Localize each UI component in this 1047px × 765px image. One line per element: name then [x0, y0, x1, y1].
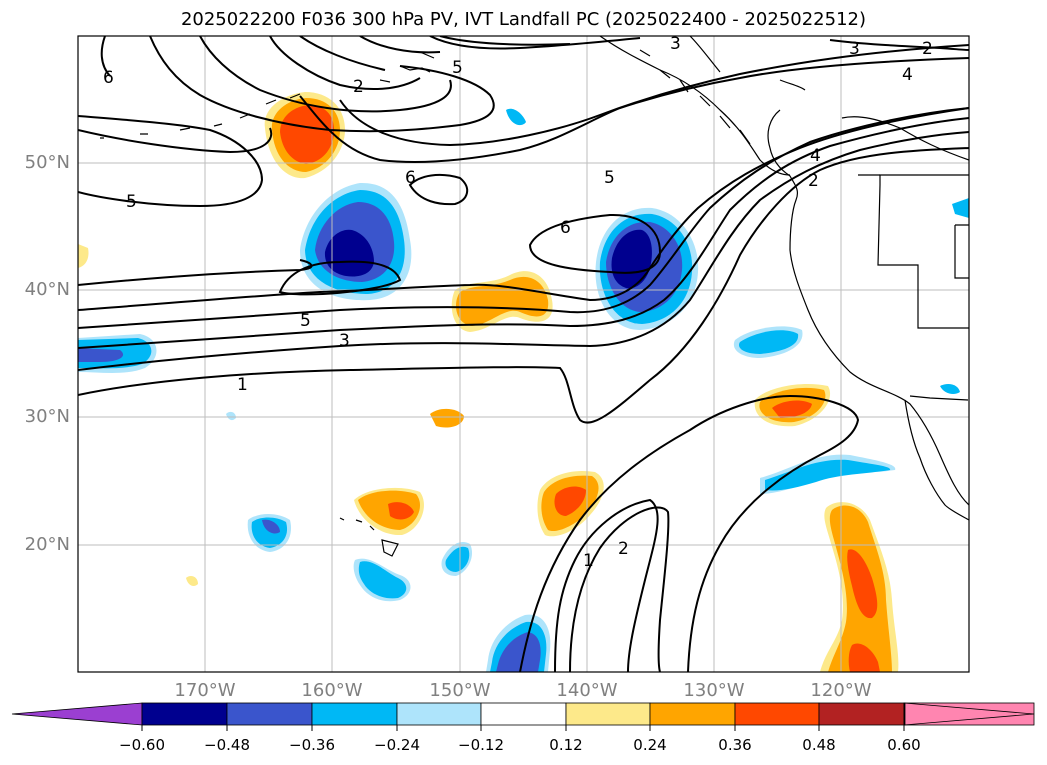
contour-label: 1: [583, 551, 594, 571]
colorbar-tick-label: −0.12: [458, 736, 504, 754]
contour-label: 6: [560, 218, 571, 238]
coastlines: [100, 36, 969, 557]
contour-label: 2: [353, 77, 364, 97]
contour-label: 3: [670, 34, 681, 54]
colorbar-tick-label: −0.60: [119, 736, 165, 754]
colorbar-cell: [649, 702, 736, 726]
shading-layer: [78, 92, 969, 672]
contour-label: 2: [922, 39, 933, 59]
contour-label: 5: [604, 168, 615, 188]
colorbar-extend-low: [11, 702, 143, 726]
lat-label-40n: 40°N: [24, 279, 70, 300]
lat-label-20n: 20°N: [24, 534, 70, 555]
colorbar-cell: [818, 702, 905, 726]
lon-label-130w: 130°W: [683, 680, 745, 701]
lon-label-160w: 160°W: [301, 680, 363, 701]
colorbar-cell: [734, 702, 820, 726]
colorbar-tick-label: −0.36: [289, 736, 335, 754]
colorbar-cell: [226, 702, 313, 726]
colorbar-cell: [141, 702, 228, 726]
contour-lines: [78, 36, 969, 672]
colorbar: [11, 702, 1035, 731]
contour-label: 5: [300, 311, 311, 331]
contour-label: 3: [849, 39, 860, 59]
contour-label: 1: [237, 375, 248, 395]
contour-label-group: 6 5 5 2 3 3 2 4 6 6 5 5 3 1 4 2 1 2: [103, 34, 933, 571]
contour-label: 4: [902, 65, 913, 85]
colorbar-cell: [311, 702, 398, 726]
lat-label-30n: 30°N: [24, 406, 70, 427]
lon-label-120w: 120°W: [810, 680, 872, 701]
lat-label-50n: 50°N: [24, 152, 70, 173]
colorbar-tick-label: 0.36: [718, 736, 752, 754]
lon-label-140w: 140°W: [556, 680, 618, 701]
map-title: 2025022200 F036 300 hPa PV, IVT Landfall…: [180, 9, 867, 30]
map-plot-area: 6 5 5 2 3 3 2 4 6 6 5 5 3 1 4 2 1 2: [78, 34, 969, 672]
map-frame: [77, 35, 970, 673]
lon-label-170w: 170°W: [174, 680, 236, 701]
contour-label: 2: [618, 539, 629, 559]
colorbar-cell: [396, 702, 482, 726]
colorbar-tick-label: 0.48: [802, 736, 836, 754]
contour-label: 3: [339, 331, 350, 351]
contour-label: 6: [405, 168, 416, 188]
colorbar-tick-label: 0.12: [549, 736, 583, 754]
colorbar-tick-label: −0.24: [374, 736, 420, 754]
colorbar-cell: [565, 702, 651, 726]
contour-label: 4: [810, 146, 821, 166]
lon-label-150w: 150°W: [429, 680, 491, 701]
colorbar-tick-label: 0.60: [887, 736, 921, 754]
colorbar-tick-label: −0.48: [204, 736, 250, 754]
contour-label: 6: [103, 68, 114, 88]
colorbar-cell: [480, 702, 567, 726]
contour-label: 5: [452, 58, 463, 78]
contour-label: 5: [126, 192, 137, 212]
contour-label: 2: [808, 171, 819, 191]
colorbar-tick-label: 0.24: [633, 736, 667, 754]
